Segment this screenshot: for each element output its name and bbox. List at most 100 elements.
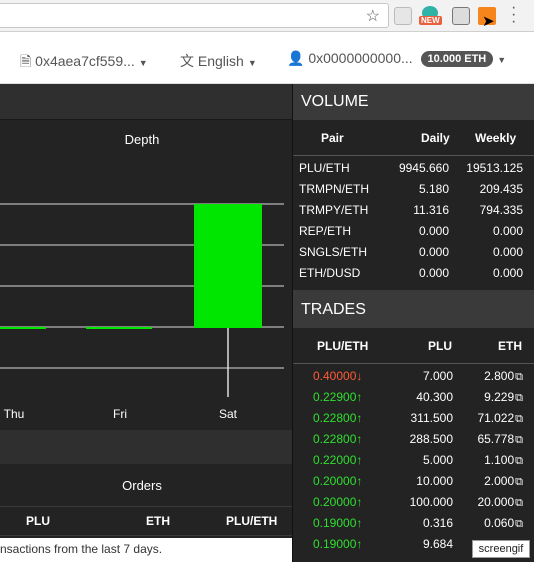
eth-balance-badge: 10.000 ETH bbox=[420, 51, 494, 67]
trade-eth: 20.000⧉ bbox=[477, 495, 523, 509]
language-label: English bbox=[197, 53, 244, 69]
volume-weekly: 19513.125 bbox=[466, 161, 523, 175]
trade-plu: 9.684 bbox=[422, 537, 453, 551]
address-bar[interactable]: ☆ bbox=[0, 3, 389, 28]
external-link-icon[interactable]: ⧉ bbox=[515, 455, 523, 467]
trade-row[interactable]: 0.19000↑ 0.316 0.060⧉ bbox=[293, 512, 534, 533]
arrow-up-icon: ↑ bbox=[356, 453, 363, 467]
volume-col-daily: Daily bbox=[421, 131, 450, 145]
trade-row[interactable]: 0.20000↑ 10.000 2.000⧉ bbox=[293, 470, 534, 491]
account-address: 0x4aea7cf559... bbox=[35, 53, 135, 69]
trades-col-eth: ETH bbox=[498, 339, 522, 353]
account-dropdown[interactable]: 🗎 0x4aea7cf559... ▼ bbox=[20, 51, 148, 75]
external-link-icon[interactable]: ⧉ bbox=[515, 434, 523, 446]
star-icon[interactable]: ☆ bbox=[365, 8, 380, 25]
external-link-icon[interactable]: ⧉ bbox=[515, 518, 523, 530]
trade-row[interactable]: 0.40000↓ 7.000 2.800⧉ bbox=[293, 365, 534, 386]
depth-bar bbox=[194, 204, 262, 328]
caret-down-icon: ▼ bbox=[497, 55, 507, 65]
volume-row[interactable]: REP/ETH 0.000 0.000 bbox=[293, 220, 534, 241]
trade-row[interactable]: 0.20000↑ 100.000 20.000⧉ bbox=[293, 491, 534, 512]
trade-eth: 65.778⧉ bbox=[477, 432, 523, 446]
external-link-icon[interactable]: ⧉ bbox=[515, 497, 523, 509]
trade-plu: 311.500 bbox=[410, 411, 454, 425]
volume-daily: 11.316 bbox=[413, 203, 449, 217]
depth-chart: Thu Fri Sat bbox=[0, 203, 284, 421]
metamask-fox-icon[interactable] bbox=[478, 7, 496, 25]
volume-header: VOLUME bbox=[293, 84, 534, 120]
volume-row[interactable]: TRMPY/ETH 11.316 794.335 bbox=[293, 199, 534, 220]
trades-header: TRADES bbox=[293, 290, 534, 328]
orders-note: nsactions from the last 7 days. bbox=[0, 538, 292, 562]
trade-plu: 40.300 bbox=[416, 390, 453, 404]
external-link-icon[interactable]: ⧉ bbox=[515, 476, 523, 488]
orders-col-price: PLU/ETH bbox=[226, 514, 278, 528]
external-link-icon[interactable]: ⧉ bbox=[515, 371, 523, 383]
volume-daily: 0.000 bbox=[418, 245, 449, 259]
trade-price: 0.22800↑ bbox=[313, 432, 363, 446]
trade-eth: 9.229⧉ bbox=[484, 390, 523, 404]
arrow-up-icon: ↑ bbox=[356, 495, 363, 509]
main-panel: Depth Thu Fri Sat Orders PLU ETH PLU/ETH n… bbox=[0, 84, 292, 562]
volume-weekly: 209.435 bbox=[479, 182, 523, 196]
trade-row[interactable]: 0.22900↑ 40.300 9.229⧉ bbox=[293, 386, 534, 407]
watermark: screengif bbox=[472, 540, 530, 558]
arrow-up-icon: ↑ bbox=[356, 474, 363, 488]
mouse-cursor-icon: ➤ bbox=[482, 13, 495, 30]
trade-row[interactable]: 0.22000↑ 5.000 1.100⧉ bbox=[293, 449, 534, 470]
top-nav: 🗎 0x4aea7cf559... ▼ 文 English ▼ 👤 0x000000… bbox=[0, 32, 534, 84]
volume-weekly: 0.000 bbox=[492, 245, 523, 259]
volume-row[interactable]: ETH/DUSD 0.000 0.000 bbox=[293, 262, 534, 283]
panel-header bbox=[0, 430, 292, 464]
side-panel: VOLUME Pair Daily Weekly PLU/ETH 9945.660… bbox=[292, 84, 534, 562]
volume-daily: 9945.660 bbox=[398, 161, 449, 175]
trade-plu: 288.500 bbox=[409, 432, 453, 446]
volume-col-weekly: Weekly bbox=[475, 131, 517, 145]
kebab-menu-icon[interactable]: · · · bbox=[511, 0, 517, 30]
trade-eth: 2.800⧉ bbox=[484, 369, 523, 383]
volume-daily: 0.000 bbox=[418, 266, 449, 280]
arrow-up-icon: ↑ bbox=[356, 411, 363, 425]
trade-eth: 0.060⧉ bbox=[484, 516, 523, 530]
chart-title: Depth bbox=[124, 132, 160, 147]
trade-price: 0.40000↓ bbox=[313, 369, 363, 383]
wallet-dropdown[interactable]: 👤 0x0000000000... 10.000 ETH ▼ bbox=[287, 50, 506, 67]
volume-row[interactable]: SNGLS/ETH 0.000 0.000 bbox=[293, 241, 534, 262]
orders-column-headers: PLU ETH PLU/ETH bbox=[0, 506, 292, 536]
volume-pair: ETH/DUSD bbox=[299, 266, 361, 280]
trade-price: 0.22900↑ bbox=[313, 390, 363, 404]
arrow-up-icon: ↑ bbox=[356, 516, 363, 530]
language-dropdown[interactable]: 文 English ▼ bbox=[180, 51, 257, 71]
volume-row[interactable]: TRMPN/ETH 5.180 209.435 bbox=[293, 178, 534, 199]
trade-price: 0.22800↑ bbox=[313, 411, 363, 425]
volume-pair: REP/ETH bbox=[299, 224, 352, 238]
external-link-icon[interactable]: ⧉ bbox=[515, 392, 523, 404]
x-tick-label: Fri bbox=[113, 407, 127, 421]
volume-pair: TRMPY/ETH bbox=[299, 203, 369, 217]
trade-row[interactable]: 0.19000↑ 9.684 bbox=[293, 533, 534, 554]
extension-icon[interactable] bbox=[452, 7, 470, 25]
browser-toolbar: ☆ NEW ➤ · · · bbox=[0, 0, 534, 32]
volume-daily: 0.000 bbox=[418, 224, 449, 238]
extension-icon[interactable] bbox=[394, 7, 412, 25]
user-icon: 👤 bbox=[287, 50, 305, 66]
arrow-down-icon: ↓ bbox=[356, 369, 363, 383]
trade-plu: 5.000 bbox=[422, 453, 453, 467]
document-icon: 🗎 bbox=[20, 53, 32, 69]
volume-pair: PLU/ETH bbox=[299, 161, 350, 175]
trade-price: 0.20000↑ bbox=[313, 474, 363, 488]
extension-new-icon[interactable]: NEW bbox=[419, 6, 442, 25]
trade-price: 0.19000↑ bbox=[313, 537, 363, 551]
trade-row[interactable]: 0.22800↑ 288.500 65.778⧉ bbox=[293, 428, 534, 449]
volume-daily: 5.180 bbox=[418, 182, 449, 196]
trade-plu: 0.316 bbox=[422, 516, 453, 530]
volume-col-pair: Pair bbox=[321, 131, 344, 145]
trade-plu: 10.000 bbox=[416, 474, 453, 488]
trade-row[interactable]: 0.22800↑ 311.500 71.022⧉ bbox=[293, 407, 534, 428]
caret-down-icon: ▼ bbox=[138, 58, 148, 68]
external-link-icon[interactable]: ⧉ bbox=[515, 413, 523, 425]
trade-plu: 7.000 bbox=[422, 369, 453, 383]
trade-eth: 1.100⧉ bbox=[484, 453, 523, 467]
x-tick-label: Thu bbox=[4, 407, 25, 421]
volume-row[interactable]: PLU/ETH 9945.660 19513.125 bbox=[293, 157, 534, 178]
